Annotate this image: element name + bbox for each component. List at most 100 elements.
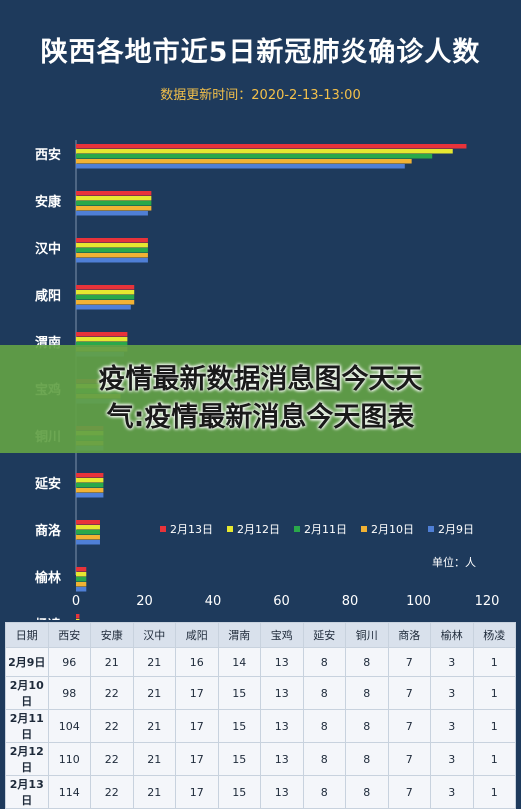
- table-cell: 13: [260, 676, 304, 710]
- table-cell: 13: [260, 647, 304, 677]
- table-cell: 7: [387, 775, 431, 809]
- bar: [76, 295, 135, 300]
- x-tick-label: 20: [136, 594, 153, 609]
- table-cell: 8: [345, 709, 389, 743]
- bar: [76, 473, 104, 478]
- bar: [76, 520, 100, 525]
- table-cell: 21: [132, 775, 176, 809]
- legend-swatch: [361, 526, 367, 532]
- table-cell: 110: [47, 742, 91, 776]
- table-row: 2月9日 96 21 21 16 14 13 8 8 7 3 1: [5, 647, 516, 677]
- table-cell: 15: [217, 742, 261, 776]
- table-header-cell: 商洛: [387, 622, 431, 648]
- legend-label: 2月13日: [170, 523, 213, 536]
- bar: [76, 258, 148, 263]
- table-cell: 22: [90, 709, 134, 743]
- table-cell: 7: [387, 709, 431, 743]
- table-header-cell: 宝鸡: [260, 622, 304, 648]
- bar: [76, 567, 87, 572]
- overlay-line-1: 疫情最新数据消息图今天天: [98, 364, 423, 395]
- table-cell: 21: [132, 676, 176, 710]
- table-header-cell: 杨凌: [472, 622, 516, 648]
- x-tick-label: 0: [72, 594, 80, 609]
- table-cell: 1: [472, 709, 516, 743]
- bar: [76, 535, 100, 540]
- overlay-line-2: 气:疫情最新消息今天图表: [106, 402, 415, 433]
- table-body: 2月9日 96 21 21 16 14 13 8 8 7 3 1 2月10日 98 22 21 17 15 13 8 8…: [5, 647, 516, 809]
- category-label: 西安: [35, 147, 61, 163]
- bar: [76, 525, 100, 530]
- table-row: 2月10日 98 22 21 17 15 13 8 8 7 3 1: [5, 676, 516, 710]
- bar: [76, 530, 100, 535]
- bar: [76, 253, 148, 258]
- x-tick-label: 100: [406, 594, 431, 609]
- table-cell: 22: [90, 775, 134, 809]
- table-cell: 21: [90, 647, 134, 677]
- bar: [76, 243, 148, 248]
- table-header-cell: 日期: [5, 622, 49, 648]
- table-cell: 21: [132, 709, 176, 743]
- table-cell: 3: [430, 647, 474, 677]
- bar: [76, 540, 100, 545]
- legend-label: 2月11日: [304, 523, 347, 536]
- table-cell: 22: [90, 742, 134, 776]
- unit-label: 单位：人: [432, 555, 476, 569]
- legend-label: 2月12日: [237, 523, 280, 536]
- table-cell: 8: [345, 775, 389, 809]
- table-cell: 98: [47, 676, 91, 710]
- table-cell: 13: [260, 742, 304, 776]
- category-label: 杨凌: [35, 617, 62, 620]
- bar: [76, 619, 80, 620]
- legend-swatch: [294, 526, 300, 532]
- bar: [76, 144, 467, 149]
- table-cell: 1: [472, 676, 516, 710]
- table-header-cell: 铜川: [345, 622, 389, 648]
- table-cell: 17: [175, 709, 219, 743]
- bar: [76, 300, 135, 305]
- table-cell: 8: [302, 676, 346, 710]
- table-header-row: 日期 西安 安康 汉中 咸阳 渭南 宝鸡 延安 铜川 商洛 榆林 杨凌: [5, 622, 516, 648]
- x-tick-label: 40: [205, 594, 222, 609]
- table-cell: 8: [302, 647, 346, 677]
- table-cell: 22: [90, 676, 134, 710]
- bar: [76, 248, 148, 253]
- table-cell: 3: [430, 676, 474, 710]
- table-cell: 96: [47, 647, 91, 677]
- table-cell: 2月13日: [5, 775, 49, 809]
- bar: [76, 159, 412, 164]
- category-label: 延安: [34, 476, 61, 492]
- table-cell: 3: [430, 742, 474, 776]
- table-header-cell: 渭南: [217, 622, 261, 648]
- table-cell: 2月11日: [5, 709, 49, 743]
- table-cell: 15: [217, 775, 261, 809]
- table-header-cell: 西安: [47, 622, 91, 648]
- bar: [76, 587, 87, 592]
- table-header-cell: 汉中: [132, 622, 176, 648]
- category-label: 汉中: [35, 241, 61, 257]
- table-cell: 17: [175, 742, 219, 776]
- bar: [76, 201, 152, 206]
- table-cell: 114: [47, 775, 91, 809]
- bar: [76, 149, 453, 154]
- table-cell: 2月10日: [5, 676, 49, 710]
- table-cell: 2月12日: [5, 742, 49, 776]
- table-cell: 8: [302, 709, 346, 743]
- bar: [76, 488, 104, 493]
- table-cell: 15: [217, 709, 261, 743]
- bar: [76, 191, 152, 196]
- table-cell: 13: [260, 775, 304, 809]
- bar: [76, 582, 87, 587]
- table-cell: 2月9日: [5, 647, 49, 677]
- table-cell: 21: [132, 647, 176, 677]
- table-cell: 7: [387, 742, 431, 776]
- category-label: 安康: [35, 194, 62, 210]
- table-cell: 13: [260, 709, 304, 743]
- bar: [76, 337, 128, 342]
- legend-label: 2月10日: [371, 523, 414, 536]
- table-cell: 17: [175, 676, 219, 710]
- bar: [76, 196, 152, 201]
- table-header-cell: 安康: [90, 622, 134, 648]
- bar: [76, 211, 148, 216]
- bar: [76, 238, 148, 243]
- legend-swatch: [227, 526, 233, 532]
